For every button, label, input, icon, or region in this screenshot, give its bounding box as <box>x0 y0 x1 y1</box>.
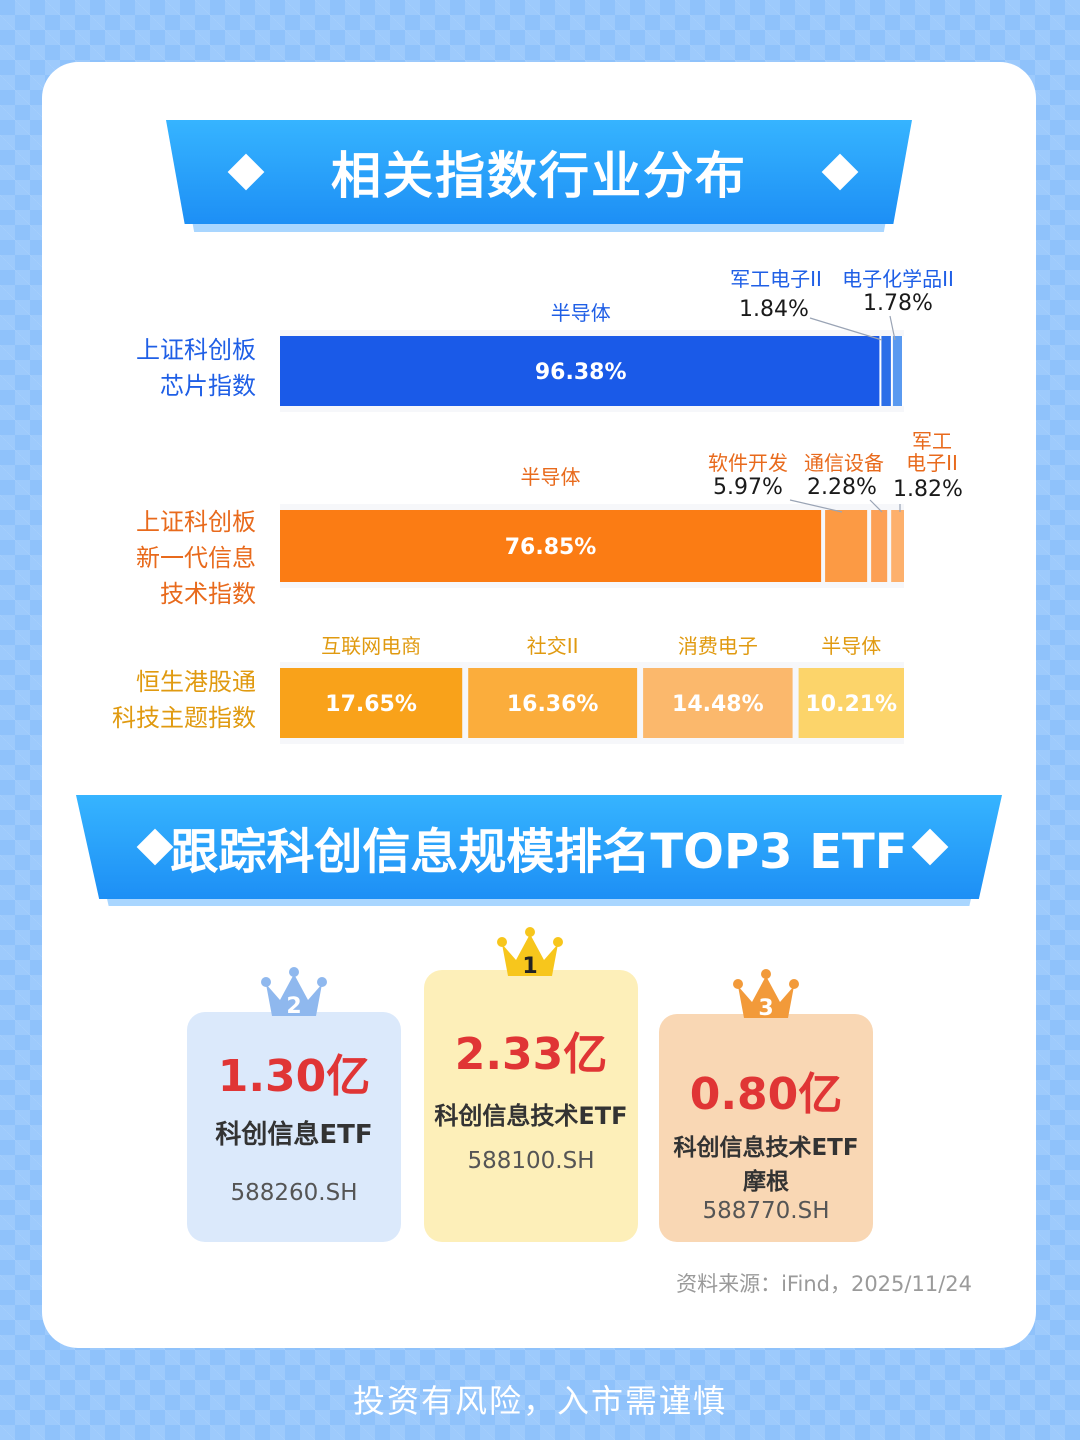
segment-name: 互联网电商 <box>321 634 421 658</box>
index-label: 上证科创板 <box>136 508 256 536</box>
bar-value-label: 10.21% <box>805 692 897 717</box>
segment-name: 半导体 <box>521 465 581 489</box>
segment-name: 军工电子II <box>730 267 822 291</box>
rank-number: 3 <box>758 996 773 1021</box>
bar-separator <box>902 336 905 406</box>
risk-disclaimer: 投资有风险，入市需谨慎 <box>352 1382 727 1420</box>
bar-separator <box>890 336 894 406</box>
segment-name: 软件开发 <box>708 451 788 475</box>
etf-name: 科创信息技术ETF <box>434 1102 628 1130</box>
etf-card-rank-2[interactable]: 1.30亿 科创信息ETF 588260.SH <box>187 1012 401 1242</box>
source-note: 资料来源：iFind，2025/11/24 <box>676 1272 972 1296</box>
crown-icon: 2 <box>261 967 327 1019</box>
index-label: 芯片指数 <box>160 372 256 400</box>
bar-value-label: 14.48% <box>672 692 764 717</box>
etf-code: 588770.SH <box>702 1198 830 1224</box>
index-label: 新一代信息 <box>136 544 256 572</box>
etf-name: 科创信息ETF <box>215 1120 373 1150</box>
rank-number: 2 <box>286 994 301 1019</box>
segment-name: 社交II <box>527 634 579 658</box>
ranking-banner: 跟踪科创信息规模排名TOP3 ETF <box>76 795 1002 899</box>
index-label: 科技主题指数 <box>112 704 256 732</box>
bar-segment <box>825 510 868 582</box>
bar-segment <box>798 668 904 738</box>
segment-value-label: 1.84% <box>739 297 809 322</box>
callout-line <box>809 317 883 341</box>
ranking-title: 跟踪科创信息规模排名TOP3 ETF <box>170 824 908 880</box>
bar-value-label: 17.65% <box>325 692 417 717</box>
bar-segment <box>643 668 793 738</box>
segment-name: 半导体 <box>821 634 881 658</box>
bar-value-label: 76.85% <box>505 535 597 560</box>
segment-name: 电子II <box>906 451 958 475</box>
etf-code: 588260.SH <box>230 1180 358 1206</box>
crown-icon: 1 <box>497 927 563 979</box>
crown-icon: 3 <box>733 969 799 1021</box>
etf-card-rank-3[interactable]: 0.80亿 科创信息技术ETF 摩根 588770.SH <box>659 1014 873 1242</box>
etf-name: 科创信息技术ETF <box>673 1135 859 1161</box>
bar-separator <box>879 336 883 406</box>
etf-code: 588100.SH <box>467 1148 595 1174</box>
segment-name: 通信设备 <box>804 451 884 475</box>
callout-line <box>889 315 896 341</box>
segment-value-label: 1.78% <box>863 291 933 316</box>
etf-card-rank-1[interactable]: 2.33亿 科创信息技术ETF 588100.SH <box>424 970 638 1242</box>
bar-segment <box>280 510 822 582</box>
etf-amount: 2.33亿 <box>454 1029 608 1080</box>
bar-segment <box>280 336 882 406</box>
segment-name: 消费电子 <box>678 634 758 658</box>
bar-value-label: 16.36% <box>507 692 599 717</box>
bar-segment <box>891 510 904 582</box>
segment-name: 电子化学品II <box>842 267 954 291</box>
etf-amount: 0.80亿 <box>689 1069 843 1120</box>
segment-value-label: 5.97% <box>713 475 783 500</box>
callout-line <box>869 499 883 513</box>
title-banner: 相关指数行业分布 <box>166 120 912 224</box>
page-title: 相关指数行业分布 <box>331 147 747 205</box>
callout-line <box>789 499 843 513</box>
index-label: 上证科创板 <box>136 336 256 364</box>
bar-segment <box>871 510 888 582</box>
index-label: 技术指数 <box>160 580 256 608</box>
bar-segment <box>881 336 893 406</box>
bar-segment <box>892 336 904 406</box>
rank-number: 1 <box>522 954 537 979</box>
bar-segment <box>280 668 463 738</box>
index-label: 恒生港股通 <box>136 668 256 696</box>
etf-name-line2: 摩根 <box>743 1169 789 1195</box>
bar-value-label: 96.38% <box>535 360 627 385</box>
bar-segment <box>468 668 638 738</box>
segment-name: 军工 <box>912 429 952 453</box>
segment-value-label: 1.82% <box>893 477 963 502</box>
segment-name: 半导体 <box>551 301 611 325</box>
segment-value-label: 2.28% <box>807 475 877 500</box>
etf-amount: 1.30亿 <box>217 1051 371 1102</box>
